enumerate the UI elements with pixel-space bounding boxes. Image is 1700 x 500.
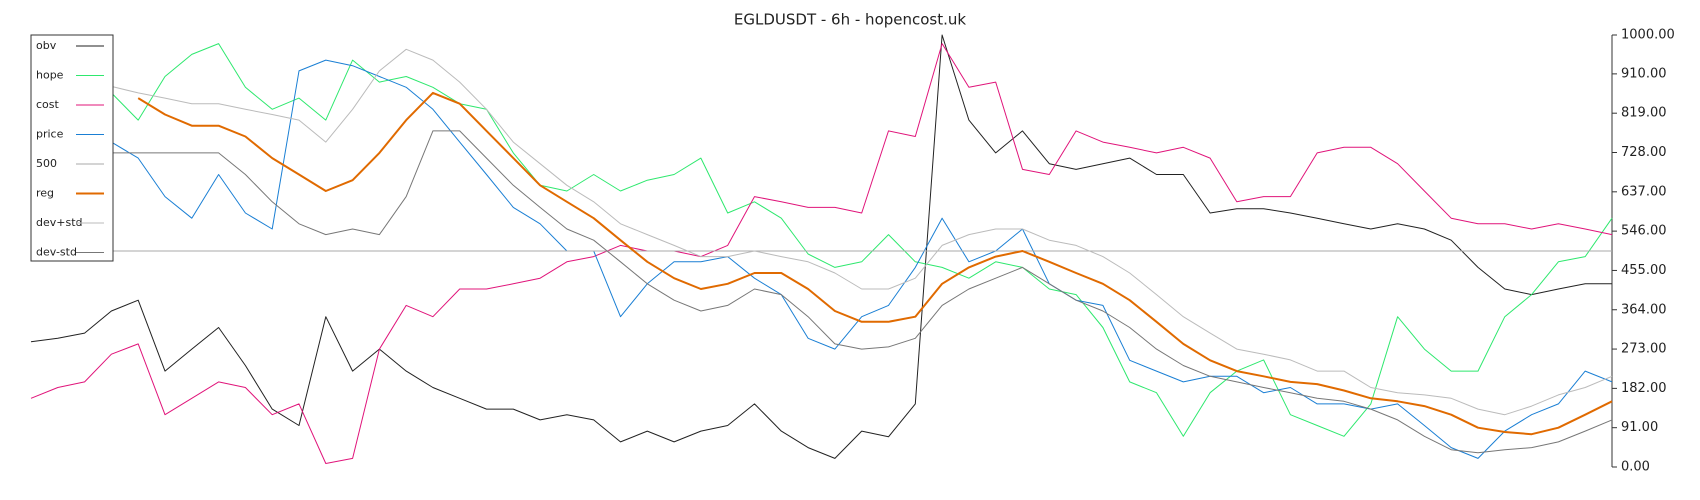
y-tick-label: 637.00	[1621, 184, 1667, 199]
y-tick-label: 1000.00	[1621, 28, 1675, 43]
legend-label: dev+std	[36, 216, 83, 229]
y-tick-label: 364.00	[1621, 302, 1667, 317]
y-tick-label: 728.00	[1621, 145, 1667, 160]
series-line	[30, 34, 1612, 459]
legend-label: 500	[36, 157, 57, 170]
y-tick-label: 182.00	[1621, 381, 1667, 396]
y-tick-label: 819.00	[1621, 106, 1667, 121]
legend-label: cost	[36, 98, 60, 111]
legend-label: obv	[36, 39, 57, 52]
chart-title: EGLDUSDT - 6h - hopencost.uk	[734, 11, 967, 29]
legend-label: hope	[36, 69, 64, 82]
series-line	[30, 59, 1613, 459]
series-line	[30, 43, 1613, 437]
y-tick-label: 91.00	[1621, 420, 1658, 435]
y-tick-label: 910.00	[1621, 66, 1667, 81]
y-tick-label: 546.00	[1621, 224, 1667, 239]
y-tick-label: 0.00	[1621, 460, 1650, 475]
series-line	[137, 91, 1613, 436]
series-line	[30, 43, 1613, 464]
y-tick-label: 273.00	[1621, 342, 1667, 357]
plot-area	[30, 34, 1613, 464]
legend-label: reg	[36, 187, 54, 200]
legend-label: price	[36, 128, 64, 141]
series-line	[84, 48, 1613, 416]
y-tick-label: 455.00	[1621, 263, 1667, 278]
legend-label: dev-std	[36, 246, 77, 259]
series-line	[84, 130, 1613, 454]
